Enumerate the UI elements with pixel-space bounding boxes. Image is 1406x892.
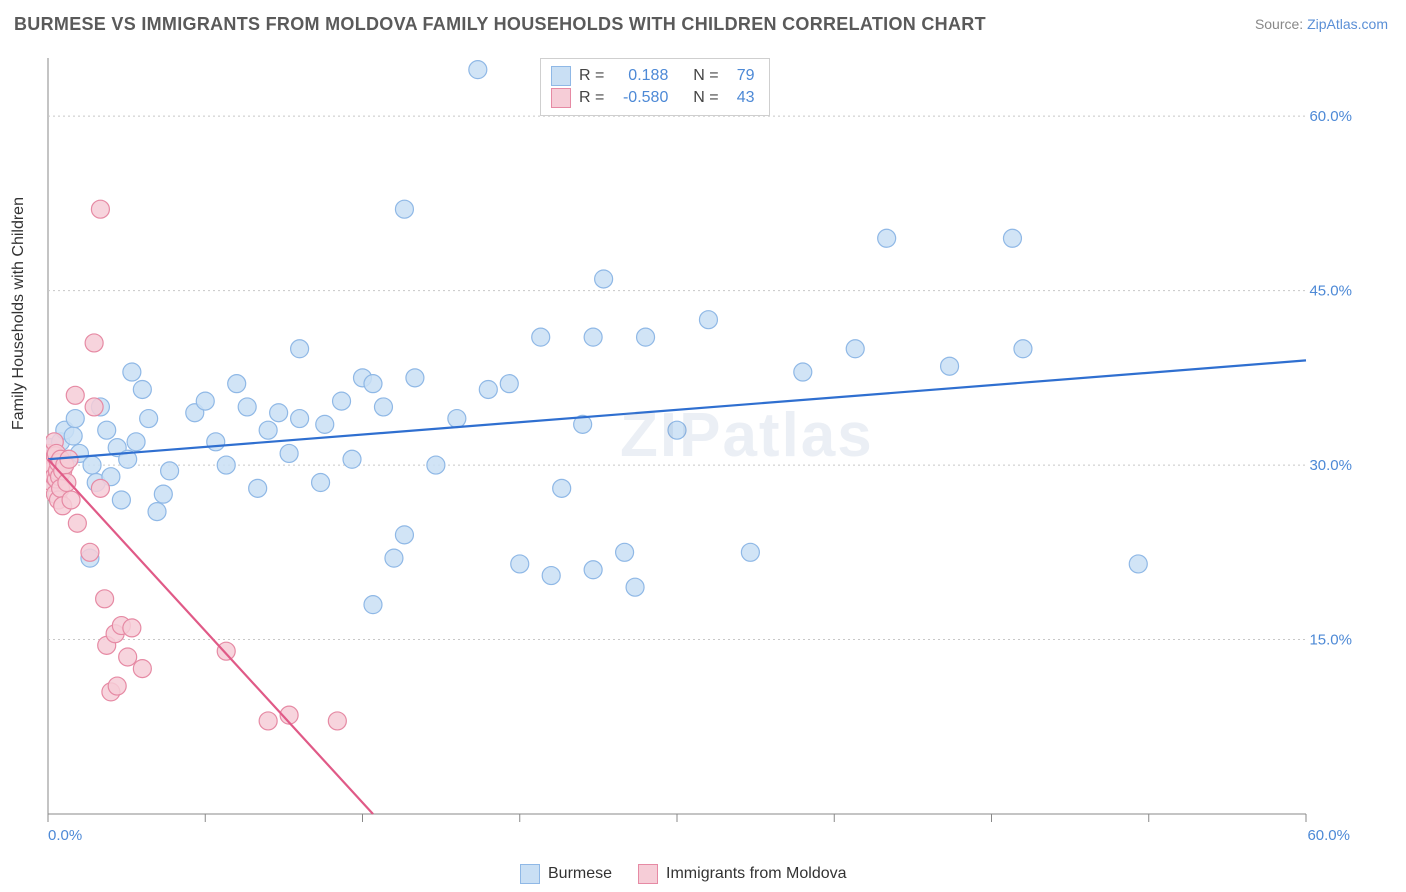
svg-text:60.0%: 60.0% <box>1309 108 1352 125</box>
source-attribution: Source: ZipAtlas.com <box>1255 16 1388 32</box>
legend-label: Immigrants from Moldova <box>666 865 847 883</box>
legend-label: Burmese <box>548 865 612 883</box>
svg-text:30.0%: 30.0% <box>1309 457 1352 474</box>
legend-correlation-row: R = -0.580 N = 43 <box>551 87 755 109</box>
svg-text:0.0%: 0.0% <box>48 827 82 840</box>
r-label: R = <box>579 87 604 109</box>
n-label: N = <box>693 87 718 109</box>
legend-series-item: Immigrants from Moldova <box>638 864 847 884</box>
legend-swatch <box>638 864 658 884</box>
legend-series-item: Burmese <box>520 864 612 884</box>
legend-series: Burmese Immigrants from Moldova <box>520 864 847 884</box>
r-label: R = <box>579 65 604 87</box>
n-label: N = <box>693 65 718 87</box>
r-value: -0.580 <box>612 87 668 109</box>
legend-correlation-row: R = 0.188 N = 79 <box>551 65 755 87</box>
svg-text:60.0%: 60.0% <box>1307 827 1350 840</box>
r-value: 0.188 <box>612 65 668 87</box>
y-axis-label: Family Households with Children <box>10 197 28 430</box>
chart-title: BURMESE VS IMMIGRANTS FROM MOLDOVA FAMIL… <box>14 14 986 35</box>
legend-swatch <box>551 88 571 108</box>
watermark: ZIPatlas <box>620 400 874 471</box>
legend-swatch <box>551 66 571 86</box>
legend-correlation: R = 0.188 N = 79 R = -0.580 N = 43 <box>540 58 770 116</box>
source-link[interactable]: ZipAtlas.com <box>1307 16 1388 32</box>
svg-text:15.0%: 15.0% <box>1309 632 1352 649</box>
legend-swatch <box>520 864 540 884</box>
n-value: 79 <box>727 65 755 87</box>
source-prefix: Source: <box>1255 16 1307 32</box>
n-value: 43 <box>727 87 755 109</box>
svg-text:45.0%: 45.0% <box>1309 283 1352 300</box>
